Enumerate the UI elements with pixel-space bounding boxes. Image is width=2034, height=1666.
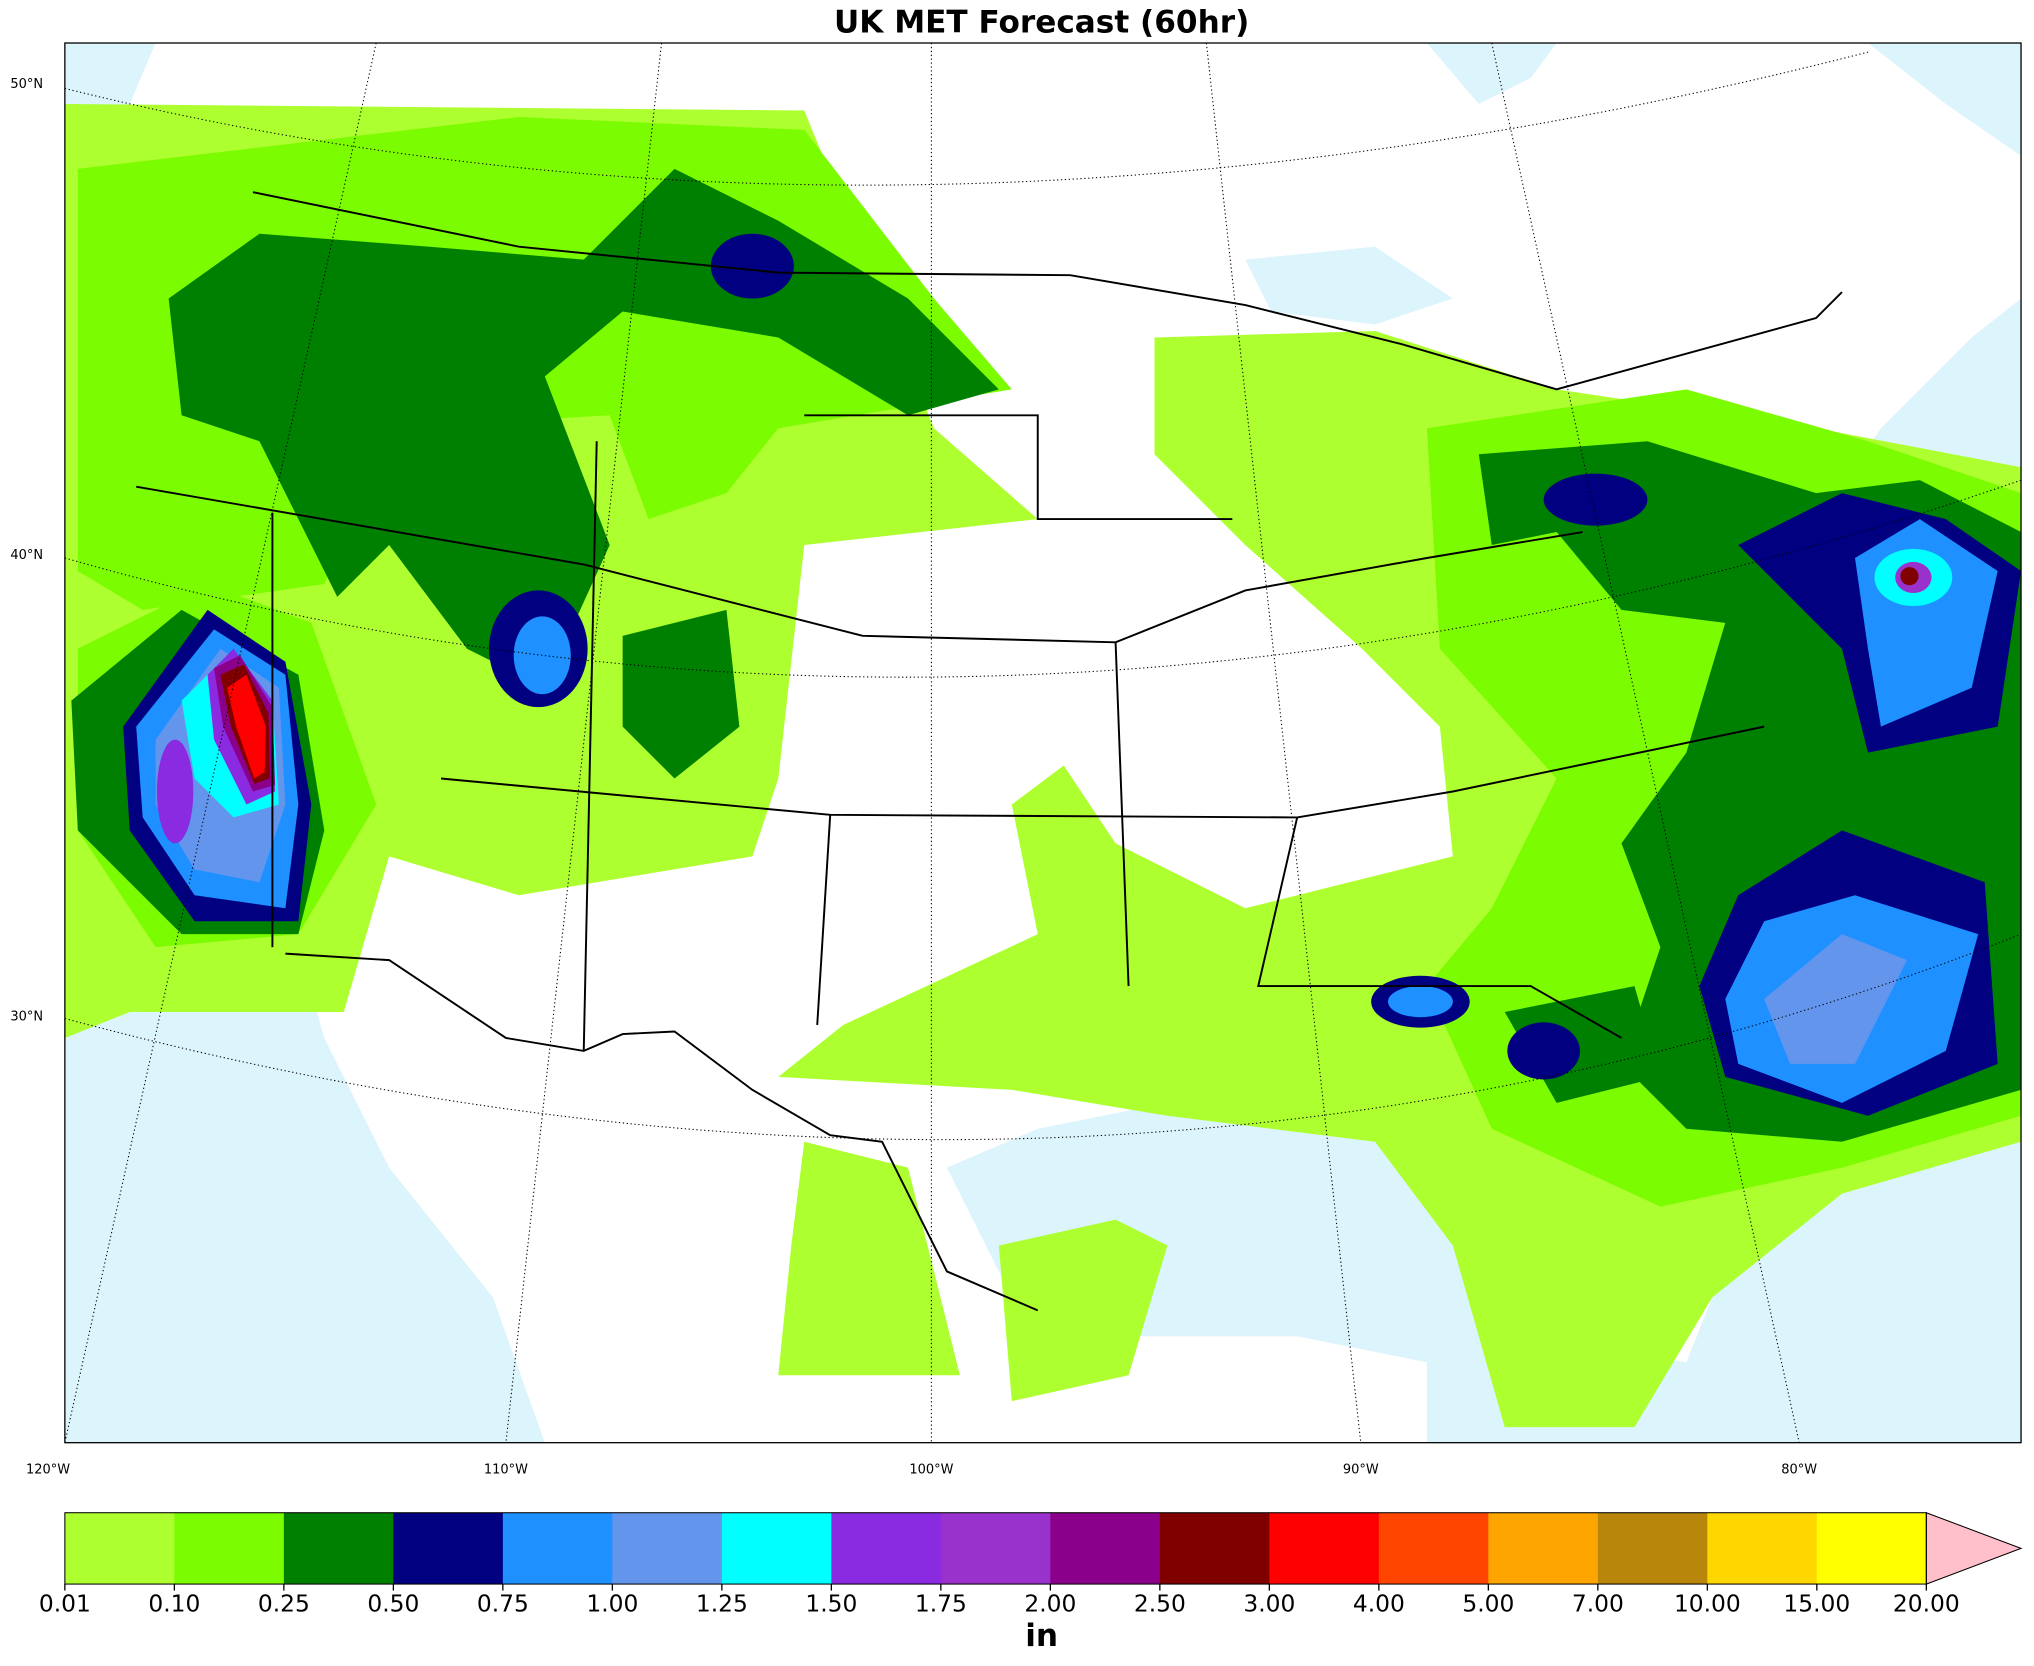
lon-label: 120°W xyxy=(26,1462,70,1477)
lat-label: 40°N xyxy=(10,548,43,563)
colorbar-tick-label: 20.00 xyxy=(1893,1589,1960,1617)
precip-area xyxy=(227,674,266,779)
state-border xyxy=(804,414,1233,521)
map xyxy=(64,42,2022,1444)
colorbar-segment xyxy=(283,1512,395,1585)
lake-superior xyxy=(1245,246,1453,325)
map-title: UK MET Forecast (60hr) xyxy=(834,5,1249,41)
precipitation xyxy=(64,103,2022,1428)
colorbar-tick-label: 4.00 xyxy=(1353,1589,1405,1617)
lon-label: 90°W xyxy=(1343,1462,1379,1477)
colorbar-segment xyxy=(1159,1512,1270,1585)
graticule-line xyxy=(1491,42,1800,1443)
graticule-line xyxy=(64,42,377,1443)
precip-area xyxy=(1900,567,1919,586)
colorbar-tick-label: 3.00 xyxy=(1243,1589,1295,1617)
colorbar-segment xyxy=(721,1512,832,1585)
state-border xyxy=(1114,642,1130,987)
colorbar: 0.01 0.10 0.25 0.50 0.75 1.00 1.25 1.50 1.75 2.00… xyxy=(39,1511,2023,1617)
colorbar-segment xyxy=(831,1512,942,1585)
colorbar-segment xyxy=(1816,1512,1927,1585)
colorbar-frame xyxy=(64,1512,1927,1585)
precip-area xyxy=(1543,473,1648,526)
state-border xyxy=(582,441,598,1051)
lon-label: 110°W xyxy=(484,1462,528,1477)
precip-area xyxy=(156,739,194,844)
labrador xyxy=(1867,43,2022,156)
colorbar-segment xyxy=(1050,1512,1161,1585)
colorbar-tick-label: 1.00 xyxy=(586,1589,638,1617)
state-border xyxy=(816,814,832,1026)
graticule-line xyxy=(1205,42,1362,1443)
graticule-line xyxy=(64,479,2022,678)
precip-area xyxy=(1507,1022,1580,1080)
colorbar-tick-label: 0.25 xyxy=(258,1589,310,1617)
hudson xyxy=(1426,43,1557,104)
lat-label: 50°N xyxy=(10,77,43,92)
colorbar-segment xyxy=(174,1512,285,1585)
graticule xyxy=(64,42,2022,1443)
canada-border xyxy=(252,191,1843,391)
colorbar-segment xyxy=(1378,1512,1489,1585)
graticule-line xyxy=(505,42,663,1443)
colorbar-segment xyxy=(1488,1512,1599,1585)
colorbar-tick-label: 0.50 xyxy=(367,1589,419,1617)
lon-label: 100°W xyxy=(909,1462,953,1477)
lon-label: 80°W xyxy=(1781,1462,1817,1477)
colorbar-tick-label: 2.50 xyxy=(1134,1589,1186,1617)
colorbar-tick-label: 2.00 xyxy=(1024,1589,1076,1617)
map-frame xyxy=(64,42,2022,1444)
colorbar-segment xyxy=(1597,1512,1708,1585)
colorbar-tick-label: 5.00 xyxy=(1462,1589,1514,1617)
colorbar-segment xyxy=(1269,1512,1380,1585)
precip-area xyxy=(710,233,794,299)
colorbar-tick-label: 7.00 xyxy=(1572,1589,1624,1617)
colorbar-segment xyxy=(502,1512,614,1585)
colorbar-extend xyxy=(1925,1511,2023,1585)
colorbar-segment xyxy=(612,1512,723,1585)
precip-area xyxy=(622,609,740,779)
precip-area xyxy=(998,1219,1168,1402)
colorbar-tick-label: 0.75 xyxy=(477,1589,529,1617)
colorbar-tick-label: 1.75 xyxy=(915,1589,967,1617)
pacific xyxy=(64,934,545,1443)
precip-area xyxy=(168,168,999,688)
colorbar-segment xyxy=(1707,1512,1818,1585)
mexico-border xyxy=(285,952,1039,1312)
colorbar-tick-label: 0.10 xyxy=(148,1589,200,1617)
precip-area xyxy=(778,1141,960,1376)
colorbar-tick-label: 1.50 xyxy=(805,1589,857,1617)
state-border xyxy=(1257,817,1622,1039)
colorbar-tick-label: 10.00 xyxy=(1674,1589,1741,1617)
colorbar-tick-label: 0.01 xyxy=(39,1589,91,1617)
colorbar-tick-label: 15.00 xyxy=(1783,1589,1850,1617)
precip-area xyxy=(1387,986,1453,1018)
colorbar-segment xyxy=(64,1512,176,1585)
colorbar-segment xyxy=(393,1512,504,1585)
graticule-line xyxy=(64,51,1869,186)
colorbar-segment xyxy=(940,1512,1051,1585)
lat-label: 30°N xyxy=(10,1010,43,1025)
colorbar-tick-label: 1.25 xyxy=(696,1589,748,1617)
borders xyxy=(136,191,1843,1312)
colorbar-unit: in xyxy=(1025,1618,1058,1654)
